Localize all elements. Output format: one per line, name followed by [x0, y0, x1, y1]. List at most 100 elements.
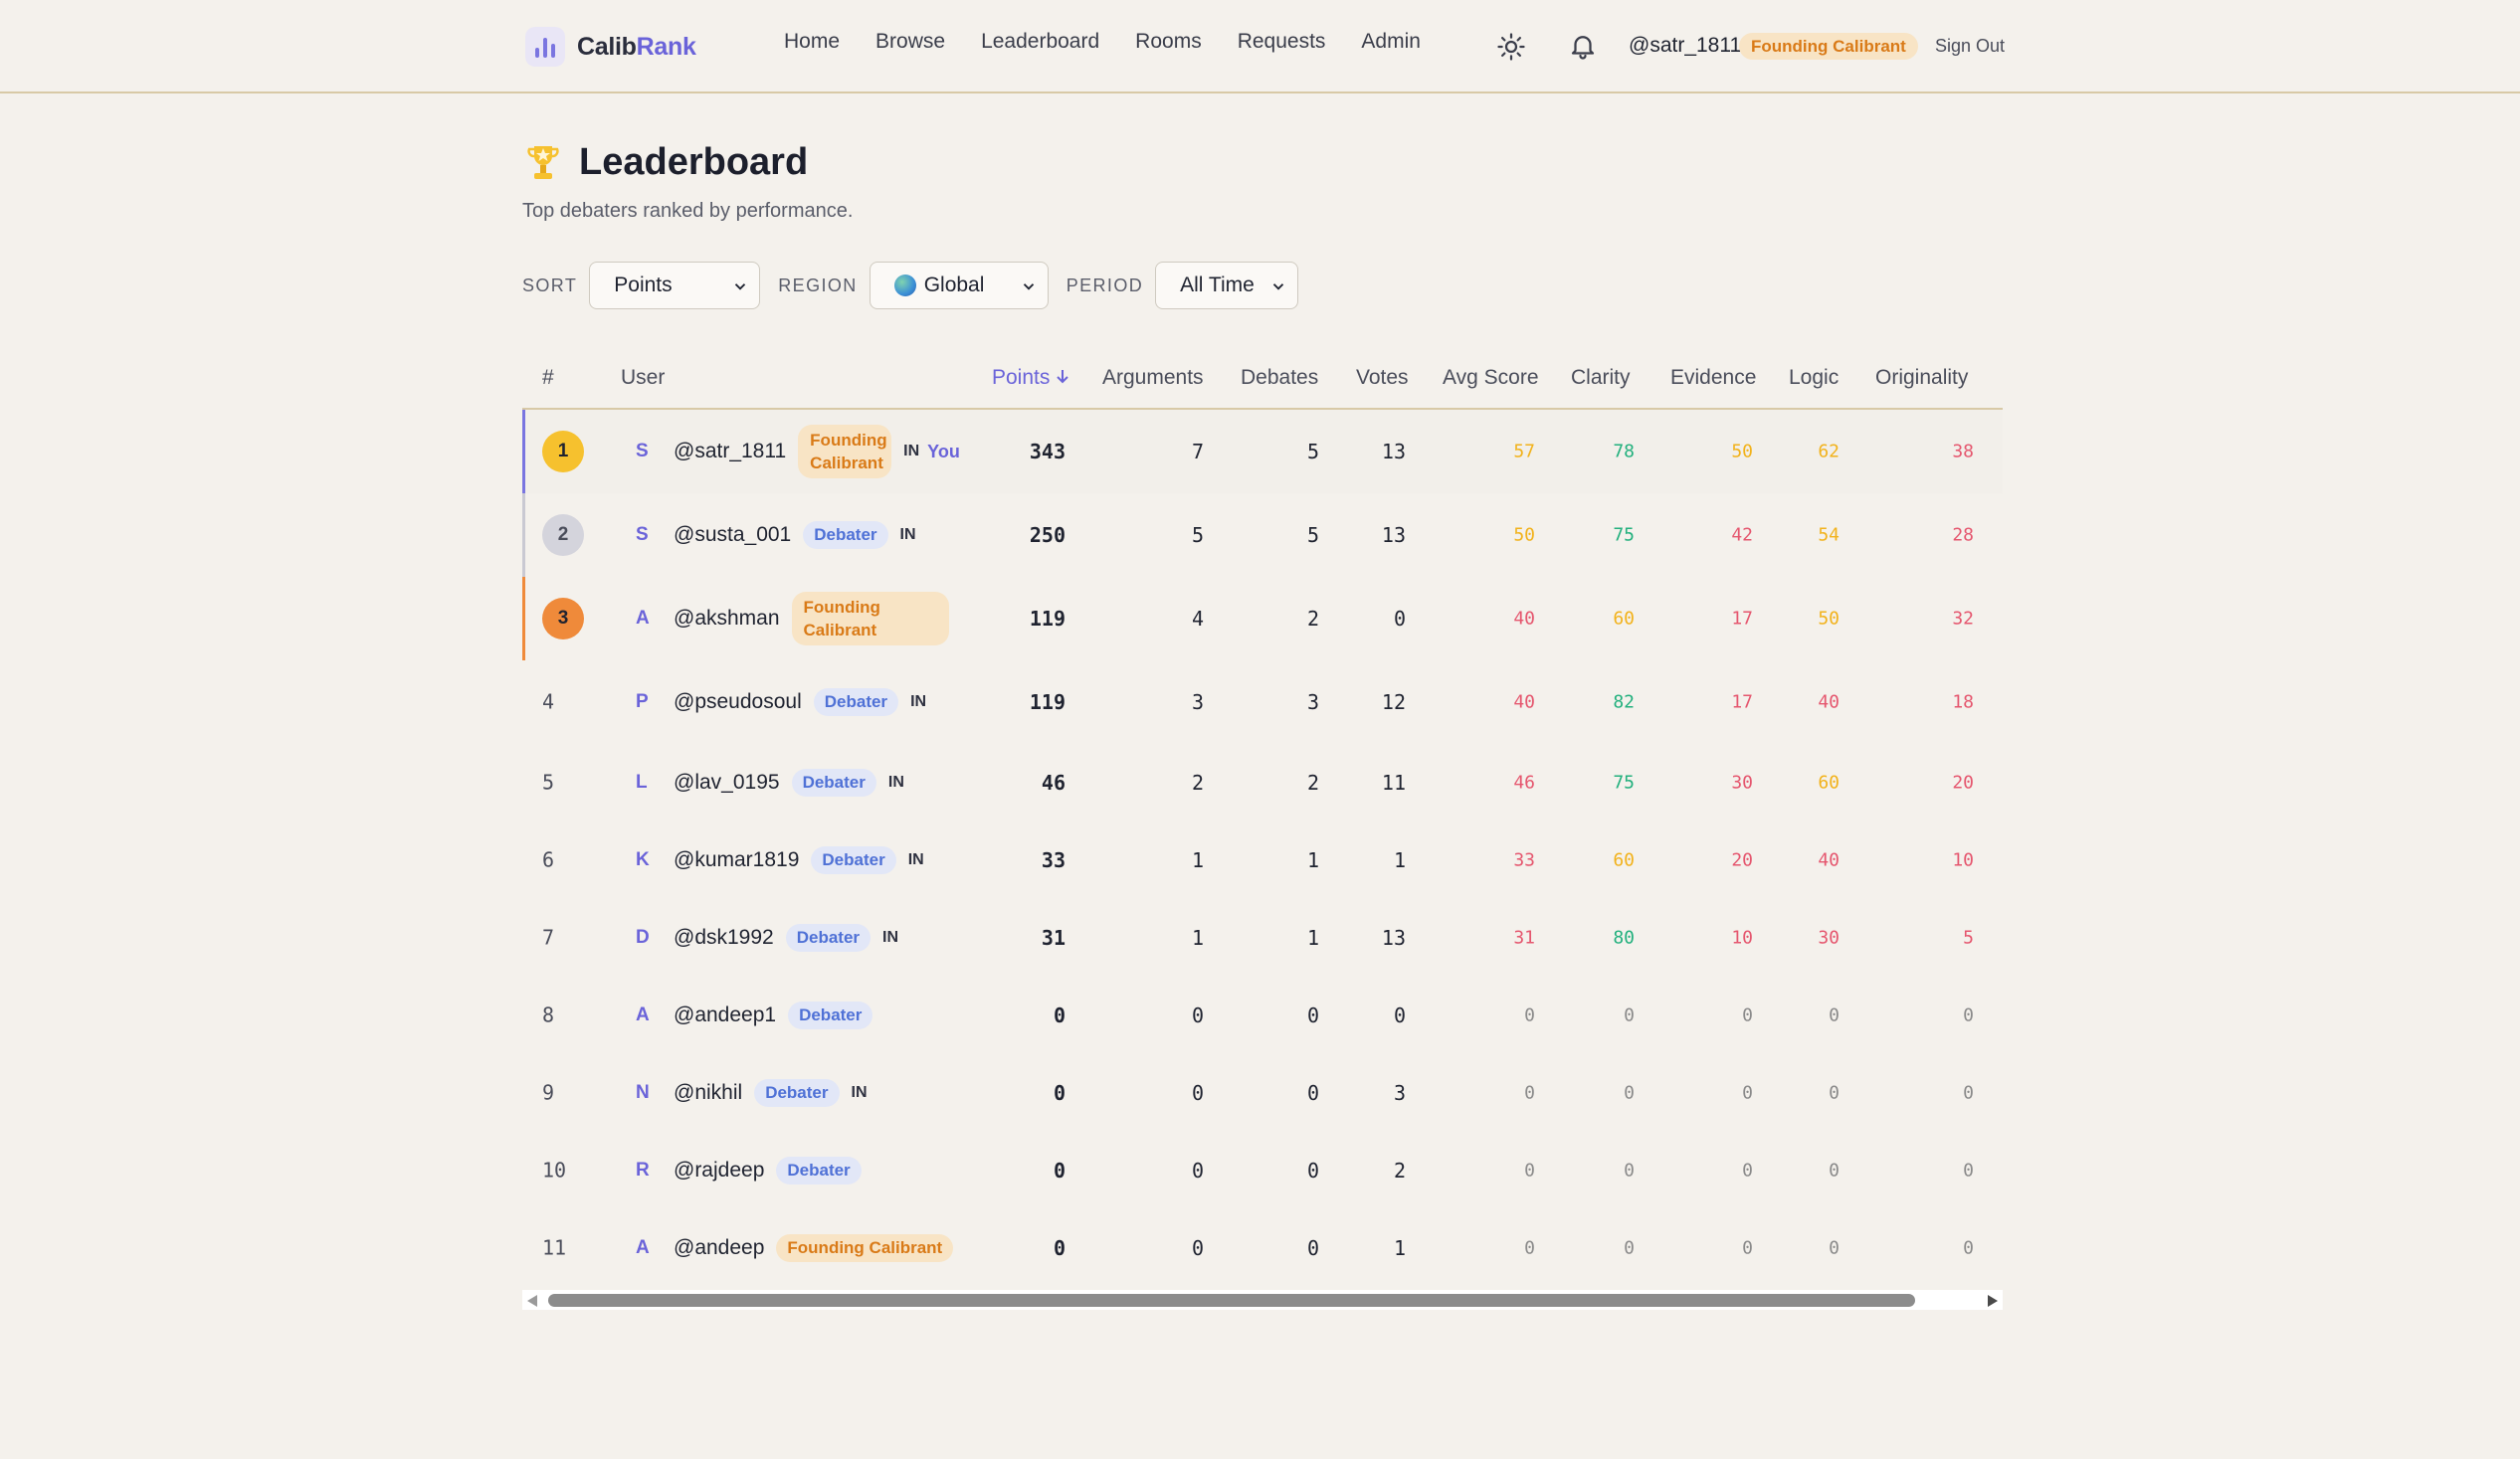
clarity-cell: 0 — [1624, 1160, 1635, 1182]
logic-cell: 40 — [1818, 849, 1840, 871]
col-arguments[interactable]: Arguments — [1102, 366, 1204, 389]
col-clarity[interactable]: Clarity — [1571, 366, 1631, 389]
sort-select[interactable]: Points — [589, 262, 761, 309]
debates-cell: 5 — [1306, 440, 1319, 463]
user-cell: @andeep1 Debater — [674, 1002, 873, 1029]
horizontal-scrollbar[interactable] — [522, 1290, 2003, 1310]
rank-number: 2 — [557, 524, 569, 545]
points-cell: 119 — [1029, 690, 1066, 714]
debates-cell: 0 — [1306, 1236, 1319, 1260]
table-row[interactable]: 6 K @kumar1819 Debater IN 33 1 1 1 33 60 20 40 10 — [522, 821, 2003, 899]
nav-link-admin[interactable]: Admin — [1361, 30, 1421, 53]
nav-link-leaderboard[interactable]: Leaderboard — [981, 30, 1100, 53]
user-cell: @susta_001 Debater IN — [674, 521, 916, 549]
avatar[interactable]: A — [636, 608, 650, 629]
evidence-cell: 0 — [1742, 1082, 1753, 1104]
scrollbar-thumb[interactable] — [548, 1294, 1915, 1307]
debates-cell: 5 — [1306, 523, 1319, 547]
arguments-cell: 0 — [1191, 1081, 1204, 1105]
region-label: REGION — [778, 274, 858, 295]
avatar[interactable]: A — [636, 1237, 650, 1258]
username-link[interactable]: @rajdeep — [674, 1159, 765, 1182]
col-points[interactable]: Points — [992, 366, 1069, 390]
col-rank: # — [542, 366, 554, 389]
username-link[interactable]: @nikhil — [674, 1081, 743, 1104]
arrow-down-icon — [1057, 370, 1068, 384]
sign-out-button[interactable]: Sign Out — [1935, 36, 2006, 56]
points-cell: 0 — [1053, 1159, 1066, 1183]
username-link[interactable]: @pseudosoul — [674, 690, 802, 713]
col-debates[interactable]: Debates — [1241, 366, 1319, 389]
current-user[interactable]: @satr_1811 — [1629, 34, 1742, 57]
username-link[interactable]: @akshman — [674, 607, 780, 630]
debates-cell: 0 — [1306, 1159, 1319, 1183]
table-row[interactable]: 9 N @nikhil Debater IN 0 0 0 3 0 0 0 0 0 — [522, 1054, 2003, 1132]
avatar[interactable]: S — [636, 441, 649, 461]
table-row[interactable]: 8 A @andeep1 Debater 0 0 0 0 0 0 0 0 0 — [522, 977, 2003, 1054]
col-points-label: Points — [992, 366, 1051, 389]
arguments-cell: 4 — [1191, 607, 1204, 631]
scroll-right-arrow-icon[interactable] — [1988, 1295, 1998, 1307]
scroll-left-arrow-icon[interactable] — [527, 1295, 537, 1307]
table-row[interactable]: 10 R @rajdeep Debater 0 0 0 2 0 0 0 0 0 — [522, 1132, 2003, 1209]
table-row[interactable]: 7 D @dsk1992 Debater IN 31 1 1 13 31 80 10 30 5 — [522, 899, 2003, 977]
role-badge: Founding Calibrant — [798, 425, 892, 478]
region-select[interactable]: Global — [869, 262, 1049, 309]
username-link[interactable]: @dsk1992 — [674, 926, 774, 949]
col-avg-score[interactable]: Avg Score — [1443, 366, 1539, 389]
clarity-cell: 60 — [1613, 849, 1635, 871]
col-evidence[interactable]: Evidence — [1670, 366, 1757, 389]
nav-link-requests[interactable]: Requests — [1237, 30, 1326, 53]
avatar[interactable]: P — [636, 691, 649, 712]
clarity-cell: 60 — [1613, 608, 1635, 630]
col-votes[interactable]: Votes — [1356, 366, 1409, 389]
table-row[interactable]: 3 A @akshman Founding Calibrant 119 4 2 0 40 60 17… — [522, 577, 2003, 660]
nav-link-browse[interactable]: Browse — [875, 30, 946, 53]
table-row[interactable]: 1 S @satr_1811 Founding Calibrant IN You 343 7 5… — [522, 410, 2003, 493]
avatar[interactable]: K — [636, 849, 650, 870]
sun-icon[interactable] — [1496, 32, 1526, 62]
username-link[interactable]: @kumar1819 — [674, 848, 800, 871]
points-cell: 119 — [1029, 607, 1066, 631]
clarity-cell: 0 — [1624, 1237, 1635, 1259]
username-link[interactable]: @lav_0195 — [674, 771, 780, 794]
table-row[interactable]: 5 L @lav_0195 Debater IN 46 2 2 11 46 75 30 60 20 — [522, 744, 2003, 821]
logic-cell: 0 — [1829, 1082, 1840, 1104]
nav-link-rooms[interactable]: Rooms — [1135, 30, 1202, 53]
table-row[interactable]: 2 S @susta_001 Debater IN 250 5 5 13 50 75 42 54 28 — [522, 493, 2003, 577]
username-link[interactable]: @susta_001 — [674, 523, 792, 546]
evidence-cell: 50 — [1731, 441, 1753, 462]
avatar[interactable]: S — [636, 524, 649, 545]
evidence-cell: 0 — [1742, 1160, 1753, 1182]
nav-link-home[interactable]: Home — [784, 30, 841, 53]
user-cell: @akshman Founding Calibrant — [674, 592, 949, 645]
country-code: IN — [910, 693, 927, 710]
debates-cell: 3 — [1306, 690, 1319, 714]
table-header: # User Points Arguments Debates Votes Av… — [522, 354, 2003, 410]
clarity-cell: 0 — [1624, 1004, 1635, 1026]
logic-cell: 54 — [1818, 524, 1840, 546]
evidence-cell: 17 — [1731, 691, 1753, 713]
table-row[interactable]: 11 A @andeep Founding Calibrant 0 0 0 1 0 0 0 0 0 — [522, 1209, 2003, 1287]
table-row[interactable]: 4 P @pseudosoul Debater IN 119 3 3 12 40 82 17 40 18 — [522, 660, 2003, 744]
avatar[interactable]: N — [636, 1082, 650, 1103]
brand-logo[interactable]: CalibRank — [525, 26, 696, 68]
logic-cell: 60 — [1818, 772, 1840, 794]
originality-cell: 20 — [1952, 772, 1974, 794]
username-link[interactable]: @andeep — [674, 1236, 765, 1259]
avg-cell: 33 — [1513, 849, 1535, 871]
period-select[interactable]: All Time — [1155, 262, 1299, 309]
col-logic[interactable]: Logic — [1789, 366, 1840, 389]
bell-icon[interactable] — [1568, 31, 1598, 61]
avatar[interactable]: R — [636, 1160, 650, 1181]
role-badge: Debater — [788, 1002, 873, 1029]
avatar[interactable]: A — [636, 1004, 650, 1025]
username-link[interactable]: @andeep1 — [674, 1003, 777, 1026]
period-label: PERIOD — [1066, 274, 1144, 295]
votes-cell: 1 — [1393, 1236, 1406, 1260]
avatar[interactable]: D — [636, 927, 650, 948]
username-link[interactable]: @satr_1811 — [674, 440, 787, 462]
avatar[interactable]: L — [636, 772, 648, 793]
col-originality[interactable]: Originality — [1875, 366, 1969, 389]
arguments-cell: 5 — [1191, 523, 1204, 547]
